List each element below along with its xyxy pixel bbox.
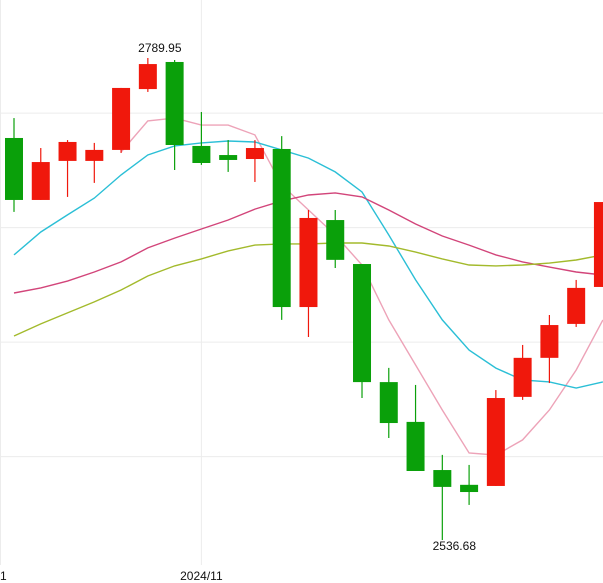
candle-body	[192, 145, 211, 163]
candle-body	[112, 87, 131, 150]
candle-body	[165, 61, 184, 145]
candle-body	[326, 220, 345, 260]
candle-body	[219, 155, 238, 160]
candle-body	[513, 357, 532, 397]
candle-body	[460, 484, 479, 493]
candle-body	[353, 264, 372, 383]
candle-body	[299, 217, 318, 308]
candle-body	[5, 137, 23, 200]
candle-body	[486, 398, 505, 486]
candle-body	[85, 149, 104, 161]
moving-average-line	[13, 140, 603, 389]
candle-body	[272, 148, 291, 308]
x-tick-label: 1	[0, 569, 7, 583]
candle-body	[406, 421, 425, 471]
candle-body	[433, 470, 452, 487]
min-label: 2536.68	[433, 539, 477, 553]
moving-average-line	[13, 192, 603, 294]
candle-body	[593, 202, 603, 287]
candle-body	[138, 64, 157, 90]
candle-body	[58, 141, 77, 161]
max-label: 2789.95	[138, 41, 182, 55]
candle-body	[379, 382, 398, 424]
candle-body	[540, 325, 559, 358]
candle-body	[245, 148, 264, 160]
x-tick-label: 2024/11	[180, 569, 223, 583]
candle-body	[567, 287, 586, 324]
candle-body	[31, 162, 50, 200]
